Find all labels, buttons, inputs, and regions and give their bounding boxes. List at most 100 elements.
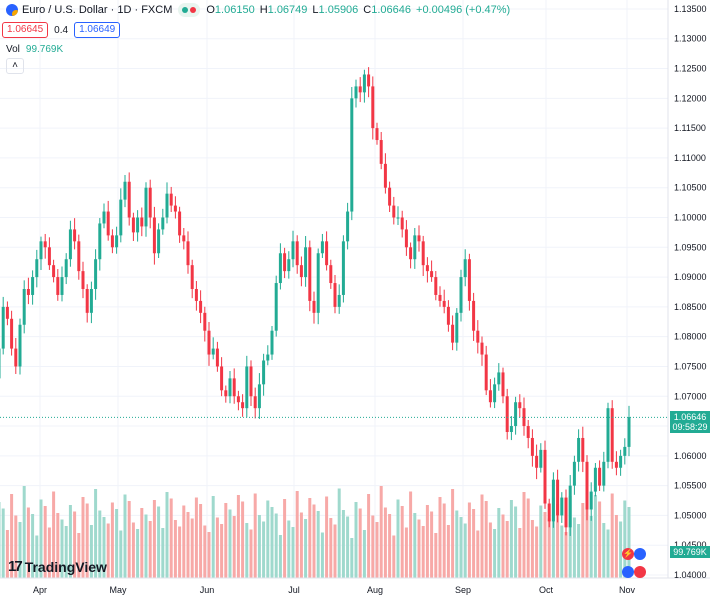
candle-body: [136, 217, 140, 233]
candle-body: [81, 271, 85, 289]
volume-bar: [39, 499, 43, 578]
candle-body: [178, 211, 182, 236]
time-tick-label: Nov: [619, 585, 636, 595]
volume-bar: [274, 513, 278, 578]
sell-button[interactable]: 1.06645: [2, 22, 49, 38]
candle-body: [39, 241, 43, 260]
candle-body: [556, 479, 560, 516]
candle-body: [371, 86, 375, 129]
candle-body: [56, 277, 60, 295]
buy-button[interactable]: 1.06649: [74, 22, 121, 38]
candle-body: [215, 348, 219, 367]
candle-body: [304, 247, 308, 278]
price-tick-label: 1.11500: [674, 123, 706, 133]
volume-bar: [173, 520, 177, 578]
candle-body: [110, 235, 114, 248]
volume-bar: [43, 506, 47, 578]
volume-bar: [446, 525, 450, 578]
candle-body: [404, 229, 408, 248]
collapse-chevron-icon[interactable]: ˄: [6, 58, 24, 74]
volume-bar: [388, 514, 392, 578]
volume-bar: [404, 527, 408, 578]
candle-body: [409, 247, 413, 260]
candle-body: [14, 348, 18, 367]
volume-bar: [589, 516, 593, 578]
lightning-event-icon[interactable]: ⚡: [622, 548, 634, 560]
volume-bar: [367, 494, 371, 578]
candle-body: [106, 211, 110, 236]
candle-body: [22, 289, 26, 325]
volume-bar: [346, 516, 350, 578]
symbol-title[interactable]: Euro / U.S. Dollar · 1D · FXCM: [22, 4, 173, 16]
candle-body: [253, 396, 257, 409]
candle-body: [115, 235, 119, 248]
volume-bar: [262, 521, 266, 578]
volume-bar: [194, 497, 198, 578]
volume-bar: [127, 501, 131, 578]
volume-bar: [312, 504, 316, 578]
volume-bar: [148, 521, 152, 578]
price-tick-label: 1.05500: [674, 481, 707, 491]
candle-body: [224, 390, 228, 397]
candle-body: [388, 187, 392, 206]
volume-bar: [10, 494, 14, 578]
candle-body: [375, 128, 379, 141]
candle-body: [421, 241, 425, 266]
volume-legend: Vol 99.769K: [6, 44, 63, 55]
candle-body: [236, 396, 240, 403]
candle-body: [425, 265, 429, 272]
volume-bar: [421, 526, 425, 578]
candle-body: [476, 330, 480, 343]
price-tick-label: 1.05000: [674, 510, 707, 520]
volume-label[interactable]: Vol: [6, 44, 20, 55]
volume-bar: [509, 500, 513, 578]
candle-body: [320, 241, 324, 254]
market-open-dot-icon: [182, 7, 189, 13]
time-axis[interactable]: Apr May Jun Jul Aug Sep Oct Nov: [33, 585, 636, 595]
volume-bar: [400, 506, 404, 578]
candle-body: [522, 408, 526, 427]
volume-bar: [610, 493, 614, 578]
volume-bar: [178, 526, 182, 578]
candle-body: [77, 241, 81, 272]
candle-body: [459, 277, 463, 313]
tradingview-logo[interactable]: 17 TradingView: [8, 558, 107, 575]
volume-bar: [308, 498, 312, 578]
eu-event-icon[interactable]: [622, 566, 634, 578]
candle-body: [341, 241, 345, 295]
volume-bar: [190, 518, 194, 578]
candle-body: [274, 283, 278, 331]
candle-body: [501, 372, 505, 397]
candle-body: [278, 253, 282, 284]
volume-bar: [211, 496, 215, 578]
volume-bar: [501, 514, 505, 578]
price-axis[interactable]: 1.13500 1.13000 1.12500 1.12000 1.11500 1.110…: [674, 4, 707, 580]
eu-flag-event-icon[interactable]: [634, 548, 646, 560]
candle-body: [52, 265, 56, 278]
volume-bar: [22, 486, 26, 578]
candle-body: [337, 294, 341, 307]
candle-body: [211, 348, 215, 355]
candle-body: [619, 455, 623, 468]
price-tick-label: 1.10000: [674, 212, 707, 222]
volume-bar: [354, 502, 358, 578]
volume-bar: [35, 535, 39, 578]
us-event-icon[interactable]: [634, 566, 646, 578]
volume-bar: [295, 491, 299, 578]
volume-bar: [85, 503, 89, 578]
volume-bar: [413, 513, 417, 578]
candle-body: [514, 402, 518, 427]
volume-bar: [451, 489, 455, 578]
candle-body: [467, 259, 471, 301]
candle-body: [505, 396, 509, 433]
candle-body: [68, 229, 72, 260]
candle-body: [396, 217, 400, 219]
volume-bar: [551, 497, 555, 578]
candle-body: [539, 449, 543, 468]
volume-bar: [530, 520, 534, 578]
candle-body: [182, 235, 186, 242]
volume-bar: [266, 500, 270, 578]
market-status-badge[interactable]: [178, 3, 201, 17]
candle-body: [509, 426, 513, 433]
